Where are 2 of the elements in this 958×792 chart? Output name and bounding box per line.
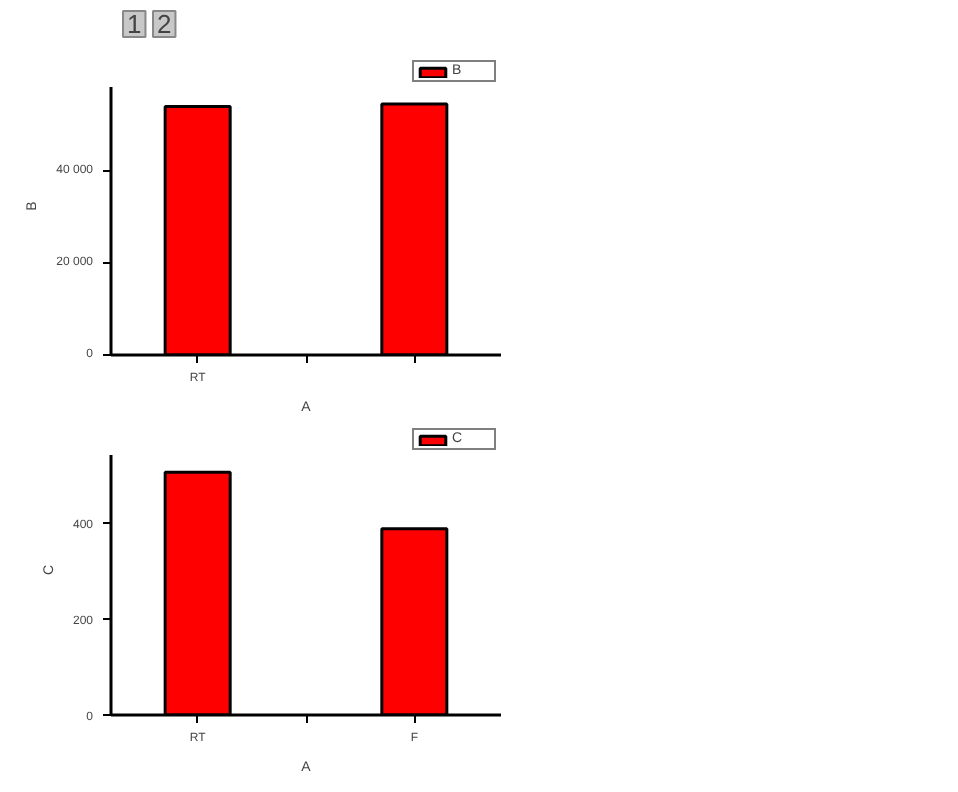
text: 2 xyxy=(157,9,172,39)
text: 1 xyxy=(127,9,142,39)
